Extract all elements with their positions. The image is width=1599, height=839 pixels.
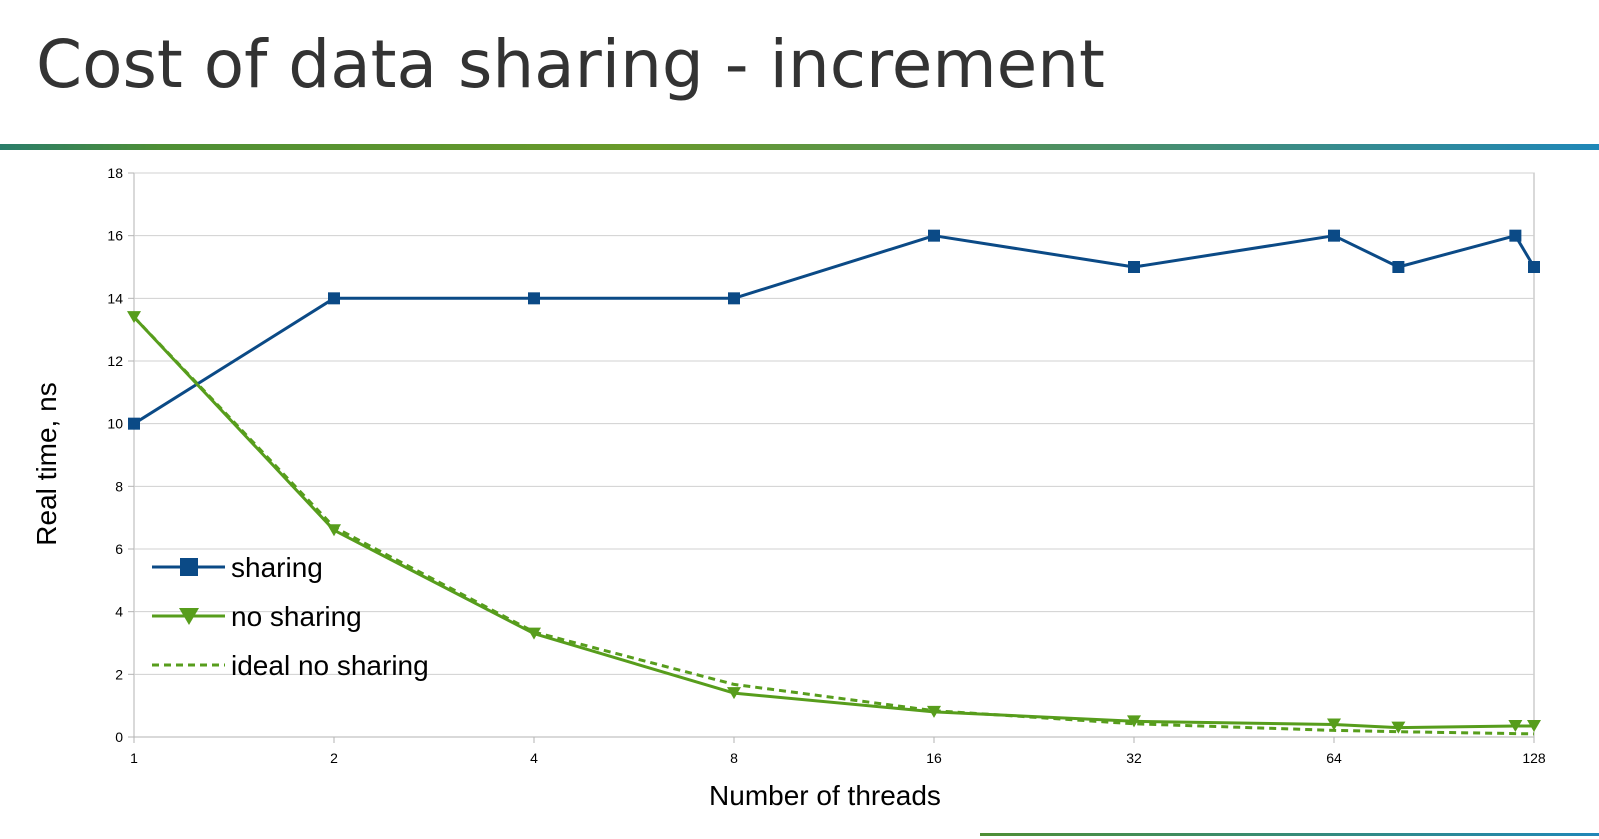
series-line-no-sharing bbox=[132, 316, 1534, 730]
y-tick-label: 4 bbox=[115, 604, 123, 620]
y-tick-label: 8 bbox=[115, 478, 123, 494]
x-tick-label: 32 bbox=[1126, 750, 1142, 766]
data-point-sharing bbox=[528, 292, 540, 305]
data-point-no-sharing bbox=[327, 524, 341, 537]
x-tick-label: 1 bbox=[130, 750, 138, 766]
y-tick-label: 2 bbox=[115, 666, 123, 682]
y-tick-label: 10 bbox=[107, 416, 123, 432]
data-point-sharing bbox=[928, 229, 940, 242]
slide-title: Cost of data sharing - increment bbox=[36, 26, 1105, 103]
data-point-sharing bbox=[1128, 261, 1140, 273]
footer-divider bbox=[980, 833, 1599, 836]
legend-label-no-sharing: no sharing bbox=[231, 601, 362, 632]
y-tick-label: 18 bbox=[107, 165, 123, 181]
data-point-no-sharing bbox=[1391, 721, 1406, 734]
y-tick-label: 14 bbox=[107, 290, 123, 306]
x-tick-label: 8 bbox=[730, 750, 738, 766]
data-point-sharing bbox=[128, 417, 140, 430]
title-divider bbox=[0, 144, 1599, 150]
data-point-sharing bbox=[328, 292, 340, 305]
data-point-sharing bbox=[728, 292, 740, 305]
data-point-no-sharing bbox=[527, 627, 541, 640]
y-tick-label: 12 bbox=[107, 353, 123, 369]
x-tick-label: 4 bbox=[530, 750, 538, 766]
data-point-sharing bbox=[1392, 261, 1405, 273]
data-point-no-sharing bbox=[1327, 718, 1341, 731]
data-point-sharing bbox=[1328, 229, 1340, 242]
data-point-no-sharing bbox=[1508, 720, 1523, 733]
x-axis-label: Number of threads bbox=[709, 780, 941, 811]
data-point-no-sharing bbox=[727, 687, 741, 700]
data-point-sharing bbox=[1509, 229, 1522, 242]
series-line-sharing bbox=[133, 234, 1536, 425]
data-point-no-sharing bbox=[927, 705, 941, 718]
y-tick-label: 16 bbox=[107, 228, 123, 244]
legend-label-sharing: sharing bbox=[231, 552, 323, 583]
legend-marker-sharing bbox=[180, 558, 198, 576]
legend-marker-no-sharing bbox=[179, 608, 199, 625]
data-point-no-sharing bbox=[127, 311, 141, 324]
data-point-no-sharing bbox=[1127, 715, 1141, 728]
y-tick-label: 6 bbox=[115, 541, 123, 557]
x-tick-label: 64 bbox=[1326, 750, 1342, 766]
x-tick-label: 2 bbox=[330, 750, 338, 766]
x-tick-label: 128 bbox=[1522, 750, 1546, 766]
x-tick-label: 16 bbox=[926, 750, 942, 766]
data-point-sharing bbox=[1528, 261, 1540, 273]
legend-label-ideal-no-sharing: ideal no sharing bbox=[231, 650, 429, 681]
y-axis-label: Real time, ns bbox=[31, 382, 62, 545]
data-point-no-sharing bbox=[1527, 720, 1541, 733]
y-tick-label: 0 bbox=[115, 729, 123, 745]
